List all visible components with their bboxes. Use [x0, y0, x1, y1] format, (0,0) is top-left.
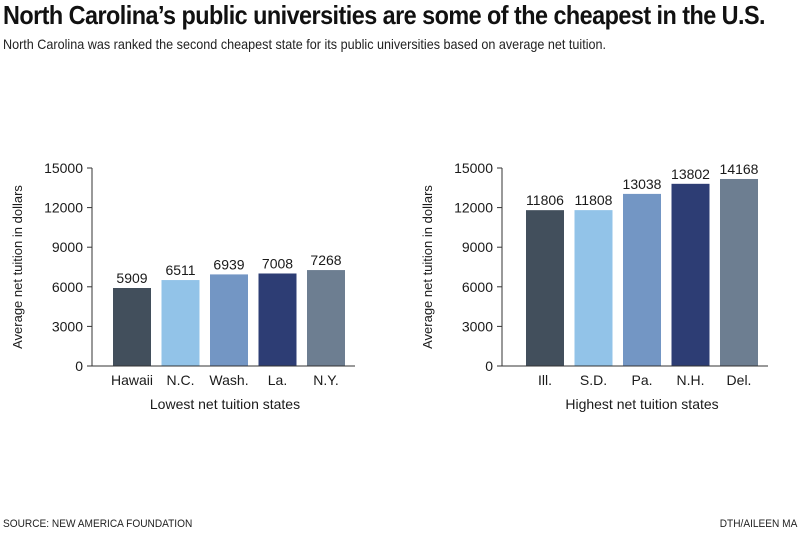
data-label: 11806 [526, 192, 564, 208]
bar-ill [526, 210, 564, 366]
bar-nc [161, 280, 200, 366]
highest-tuition-chart: 11806 Ill. 11808 S.D. 13038 Pa. 13802 N.H. 14168… [420, 160, 768, 412]
data-label: 7008 [262, 255, 293, 271]
bar-la [258, 273, 297, 366]
data-label: 7268 [310, 252, 341, 268]
bar-del [720, 178, 758, 366]
y-tick-label: 12000 [44, 200, 83, 216]
x-tick-label: S.D. [580, 372, 607, 388]
source-note: SOURCE: NEW AMERICA FOUNDATION [3, 518, 193, 530]
y-axis-title: Average net tuition in dollars [420, 185, 435, 349]
x-tick-label: N.C. [167, 372, 195, 388]
data-label: 11808 [575, 192, 613, 208]
x-tick-label: Wash. [209, 372, 248, 388]
bar-nh [671, 183, 710, 366]
x-tick-label: N.H. [677, 372, 705, 388]
data-label: 5909 [116, 270, 147, 286]
data-label: 13038 [623, 176, 662, 192]
y-tick-label: 0 [75, 358, 83, 374]
y-tick-label: 0 [485, 358, 493, 374]
y-tick-label: 3000 [52, 318, 83, 334]
data-label: 13802 [671, 166, 710, 182]
x-tick-label: Ill. [538, 372, 552, 388]
y-axis-title: Average net tuition in dollars [10, 185, 25, 349]
data-label: 6939 [213, 256, 244, 272]
y-tick-label: 9000 [462, 239, 493, 255]
bar-sd [574, 210, 613, 366]
y-tick-label: 6000 [52, 279, 83, 295]
x-tick-label: N.Y. [313, 372, 338, 388]
x-tick-label: Del. [727, 372, 752, 388]
y-tick-label: 15000 [454, 160, 493, 176]
x-tick-label: La. [268, 372, 287, 388]
lowest-tuition-chart: 5909 Hawaii 6511 N.C. 6939 Wash. 7008 La. 7268 N.… [10, 160, 355, 412]
data-label: 14168 [720, 161, 759, 177]
credit-note: DTH/AILEEN MA [719, 518, 797, 530]
page-title: North Carolina’s public universities are… [3, 0, 766, 30]
y-tick-label: 3000 [462, 318, 493, 334]
bar-hawaii [113, 288, 151, 366]
y-tick-label: 9000 [52, 239, 83, 255]
data-label: 6511 [165, 262, 195, 278]
bar-pa [623, 193, 661, 366]
bar-wash [210, 274, 248, 366]
x-tick-label: Hawaii [111, 372, 153, 388]
x-tick-label: Pa. [631, 372, 652, 388]
bar-ny [307, 270, 345, 366]
y-tick-label: 12000 [454, 200, 493, 216]
y-tick-label: 15000 [44, 160, 83, 176]
x-axis-title: Lowest net tuition states [150, 396, 300, 412]
page-subtitle: North Carolina was ranked the second che… [3, 36, 607, 52]
x-axis-title: Highest net tuition states [565, 396, 718, 412]
y-tick-label: 6000 [462, 279, 493, 295]
